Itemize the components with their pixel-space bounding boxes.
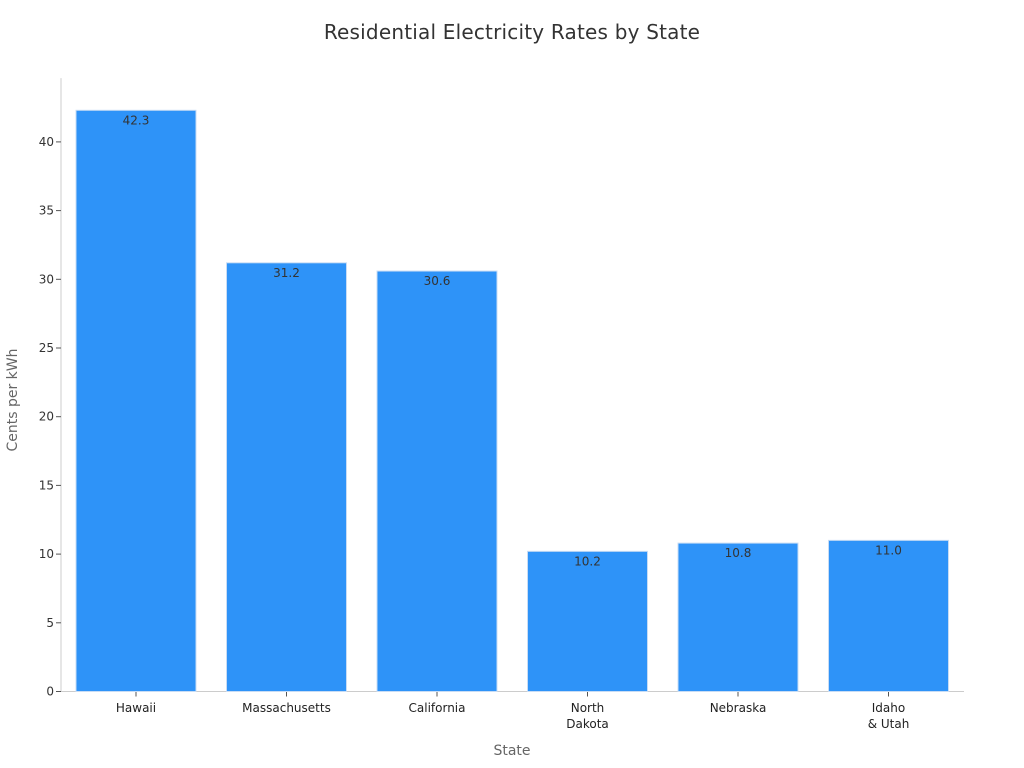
y-axis-title: Cents per kWh (5, 348, 21, 451)
x-axis-title: State (493, 743, 530, 759)
data-label: 11.0 (875, 543, 902, 557)
y-tick-label: 30 (39, 272, 54, 286)
x-axis: Hawaii Massachusetts California North Dakota… (61, 691, 964, 731)
bar (677, 542, 799, 692)
x-tick-label: Hawaii (116, 701, 156, 715)
y-tick-label: 0 (46, 685, 54, 699)
bar (828, 539, 949, 692)
y-tick-label: 35 (39, 204, 54, 218)
data-label: 42.3 (123, 113, 150, 127)
y-axis: 0 5 10 15 20 25 30 35 40 (39, 78, 62, 699)
data-label: 10.2 (574, 554, 601, 568)
x-tick-label: Idaho & Utah (868, 701, 910, 731)
data-label: 31.2 (273, 266, 300, 280)
x-tick-label: Nebraska (710, 701, 767, 715)
bar (226, 262, 347, 692)
x-tick-label: Massachusetts (242, 701, 331, 715)
y-tick-label: 40 (39, 135, 54, 149)
y-tick-label: 25 (39, 341, 54, 355)
y-tick-label: 10 (39, 547, 54, 561)
data-labels: 42.3 31.2 30.6 10.2 10.8 11.0 (123, 113, 902, 568)
data-label: 10.8 (725, 546, 752, 560)
y-tick-label: 20 (39, 410, 54, 424)
y-tick-label: 5 (46, 616, 54, 630)
x-tick-label: California (409, 701, 466, 715)
bar (376, 270, 498, 692)
bars (75, 109, 949, 693)
y-tick-label: 15 (39, 478, 54, 492)
x-tick-label: North Dakota (566, 701, 609, 731)
chart-title: Residential Electricity Rates by State (323, 20, 701, 44)
bar (75, 109, 197, 693)
bar (527, 550, 648, 692)
data-label: 30.6 (424, 274, 451, 288)
